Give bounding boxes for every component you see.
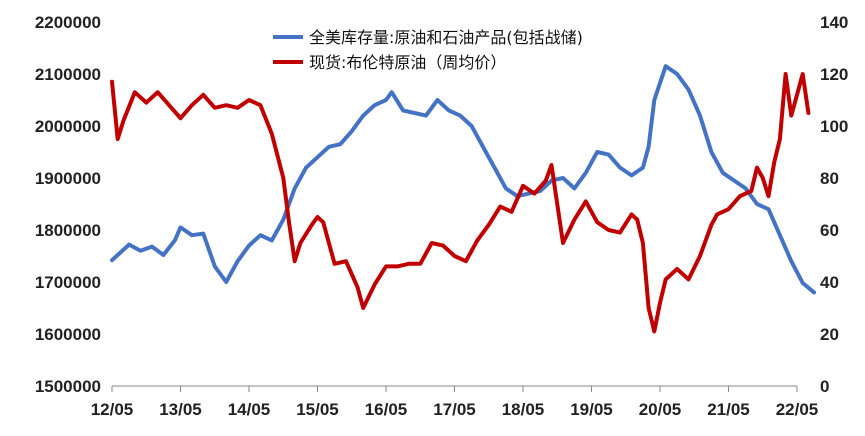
right-tick-label: 120 — [820, 65, 848, 84]
x-axis-ticks: 12/05 13/05 14/05 15/05 16/05 17/05 18/05 19/05… — [91, 386, 819, 419]
right-tick-label: 80 — [820, 169, 839, 188]
left-tick-label: 1800000 — [35, 221, 101, 240]
x-tick-label: 17/05 — [433, 400, 476, 419]
left-tick-label: 1600000 — [35, 325, 101, 344]
left-tick-label: 2100000 — [35, 65, 101, 84]
right-axis-ticks: 0 20 40 60 80 100 120 140 — [820, 13, 848, 396]
legend-label-brent: 现货:布伦特原油（周均价） — [309, 53, 506, 72]
right-tick-label: 60 — [820, 221, 839, 240]
series-line-brent — [110, 72, 811, 334]
left-tick-label: 2000000 — [35, 117, 101, 136]
x-tick-label: 20/05 — [639, 400, 682, 419]
right-tick-label: 140 — [820, 13, 848, 32]
left-tick-label: 2200000 — [35, 13, 101, 32]
left-tick-label: 1900000 — [35, 169, 101, 188]
x-tick-label: 19/05 — [570, 400, 613, 419]
series-group — [110, 64, 817, 334]
x-tick-label: 12/05 — [91, 400, 134, 419]
x-tick-label: 21/05 — [707, 400, 750, 419]
right-tick-label: 20 — [820, 325, 839, 344]
right-tick-label: 0 — [820, 377, 829, 396]
x-tick-label: 18/05 — [502, 400, 545, 419]
x-tick-label: 16/05 — [365, 400, 408, 419]
x-tick-label: 14/05 — [228, 400, 271, 419]
x-tick-label: 13/05 — [159, 400, 202, 419]
series-line-inventory — [110, 64, 817, 295]
left-tick-label: 1500000 — [35, 377, 101, 396]
left-tick-label: 1700000 — [35, 273, 101, 292]
right-tick-label: 100 — [820, 117, 848, 136]
legend-label-inventory: 全美库存量:原油和石油产品(包括战储) — [309, 28, 583, 47]
left-axis-ticks: 1500000 1600000 1700000 1800000 1900000 20000… — [35, 13, 101, 396]
right-tick-label: 40 — [820, 273, 839, 292]
legend: 全美库存量:原油和石油产品(包括战储) 现货:布伦特原油（周均价） — [273, 28, 583, 72]
x-tick-label: 22/05 — [776, 400, 819, 419]
x-tick-label: 15/05 — [296, 400, 339, 419]
